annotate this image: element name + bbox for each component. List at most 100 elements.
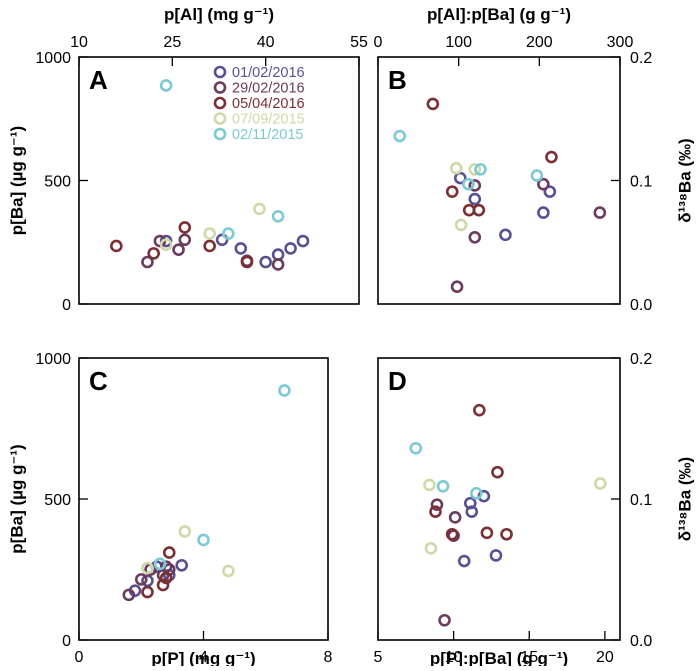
panel-c-point	[197, 533, 210, 547]
panel-d-point	[429, 505, 442, 518]
panel-b-point	[593, 206, 607, 219]
panel-c-point	[222, 564, 235, 578]
panel-c-point	[122, 588, 136, 602]
panel-c-letter: C	[89, 366, 108, 396]
panel-b-point	[472, 203, 486, 217]
panel-b-point	[454, 218, 468, 232]
panel-d-point	[445, 527, 459, 541]
panel-b-x-tick-label: 200	[526, 34, 553, 51]
panel-a-point	[178, 233, 192, 247]
panel-c-point	[278, 384, 291, 397]
panel-d-point	[424, 542, 438, 555]
panel-b-point	[468, 192, 482, 206]
panel-d-point	[594, 477, 607, 490]
panel-b-point	[468, 163, 482, 176]
panel-b: 0 100 200 300 0.0 0.1 0.2 p[Al]:p[Ba] (g g⁻¹) δ¹…	[374, 5, 695, 314]
panel-c-point	[134, 573, 148, 586]
panel-b-point	[537, 206, 550, 219]
panel-a-point	[178, 221, 192, 234]
panel-c-point	[162, 546, 176, 559]
legend-label: 05/04/2016	[232, 96, 305, 112]
panel-d-point	[436, 480, 450, 493]
panel-b-point	[450, 280, 464, 294]
panel-a-point	[271, 248, 285, 261]
panel-b-frame	[377, 56, 621, 305]
panel-d: 5 10 15 20 0.0 0.1 0.2 p[P]:p[Ba] (g g⁻¹) δ¹³⁸Ba…	[374, 351, 695, 668]
panel-b-point	[499, 228, 512, 242]
legend-label: 02/11/2015	[232, 127, 304, 143]
panel-d-point	[465, 505, 479, 518]
panel-b-x-tick-label: 100	[445, 34, 472, 51]
panel-a-x-tick-label: 25	[163, 34, 181, 51]
panel-a-letter: A	[89, 65, 108, 95]
panel-b-point	[543, 185, 557, 198]
panel-b-point	[545, 150, 558, 164]
panel-a-point	[296, 234, 310, 248]
panel-d-x-tick-label: 15	[520, 649, 538, 666]
panel-a-x-axis-label: p[Al] (mg g⁻¹)	[164, 5, 274, 24]
panel-a-x-tick-label: 40	[257, 34, 275, 51]
panel-a-y-axis-label: p[Ba] (µg g⁻¹)	[7, 126, 26, 235]
panel-c-x-tick-label: 4	[199, 649, 208, 666]
panel-d-point	[409, 441, 423, 455]
panel-a-y-tick-label: 500	[44, 174, 71, 191]
panel-b-point	[426, 97, 440, 111]
panel-d-point	[480, 526, 494, 540]
panel-c-point	[175, 558, 189, 572]
panel-a-point	[234, 242, 248, 255]
panel-d-point	[430, 498, 444, 511]
panel-d-point	[473, 403, 486, 417]
panel-a-point	[271, 258, 285, 271]
legend-label: 29/02/2016	[232, 81, 305, 97]
panel-d-point	[477, 489, 491, 503]
panel-c-point	[159, 571, 173, 585]
panel-b-point	[537, 177, 550, 191]
panel-b-x-tick-label: 0	[374, 34, 383, 51]
panel-b-point	[468, 231, 482, 244]
panel-a-point	[253, 202, 266, 216]
panel-d-point	[489, 549, 503, 562]
panel-d-y-tick-label: 0.0	[630, 633, 652, 650]
panel-b-point	[474, 163, 487, 176]
panel-b-point	[449, 161, 463, 175]
panel-c-point	[141, 561, 154, 575]
panel-c-point	[141, 585, 154, 599]
panel-b-point	[468, 179, 482, 192]
legend-marker	[213, 96, 227, 110]
panel-c-x-axis-label: p[P] (mg g⁻¹)	[151, 649, 255, 666]
panel-a-point	[159, 238, 173, 252]
legend-marker	[213, 65, 227, 79]
panel-b-letter: B	[388, 65, 407, 95]
panel-a-point	[284, 242, 297, 255]
legend-label: 07/09/2015	[232, 112, 305, 128]
panel-d-point	[470, 487, 483, 500]
panel-a-point	[141, 255, 154, 269]
legend-marker	[213, 127, 227, 141]
panel-c-y-tick-label: 1000	[35, 351, 71, 368]
panel-a-point	[172, 243, 185, 256]
panel-a-x-tick-label: 55	[350, 34, 368, 51]
panel-a-point	[240, 255, 254, 269]
panel-a-point	[159, 79, 173, 92]
panel-c-point	[156, 578, 170, 592]
panel-d-point	[491, 465, 504, 479]
panel-d-y-axis-label: δ¹³⁸Ba (‰)	[675, 457, 694, 541]
panel-d-y-tick-label: 0.2	[630, 351, 652, 368]
panel-c: 0 4 8 0 500 1000 p[P] (mg g⁻¹) p[Ba] (µg g⁻¹) C	[7, 351, 332, 668]
panel-a-point	[203, 239, 216, 253]
panel-b-point	[393, 129, 407, 143]
panel-d-point	[457, 554, 471, 568]
panel-c-y-tick-label: 0	[62, 633, 71, 650]
panel-a-y-tick-label: 0	[62, 297, 71, 314]
panel-c-y-tick-label: 500	[44, 492, 71, 509]
panel-c-point	[153, 557, 167, 571]
panel-b-x-tick-label: 300	[607, 34, 634, 51]
panel-d-point	[438, 613, 451, 627]
panel-b-x-axis-label: p[Al]:p[Ba] (g g⁻¹)	[427, 5, 571, 24]
panel-d-x-tick-label: 10	[445, 649, 463, 666]
panel-b-y-tick-label: 0.2	[630, 50, 652, 67]
panel-d-point	[500, 527, 513, 541]
panel-a-point	[147, 247, 160, 260]
